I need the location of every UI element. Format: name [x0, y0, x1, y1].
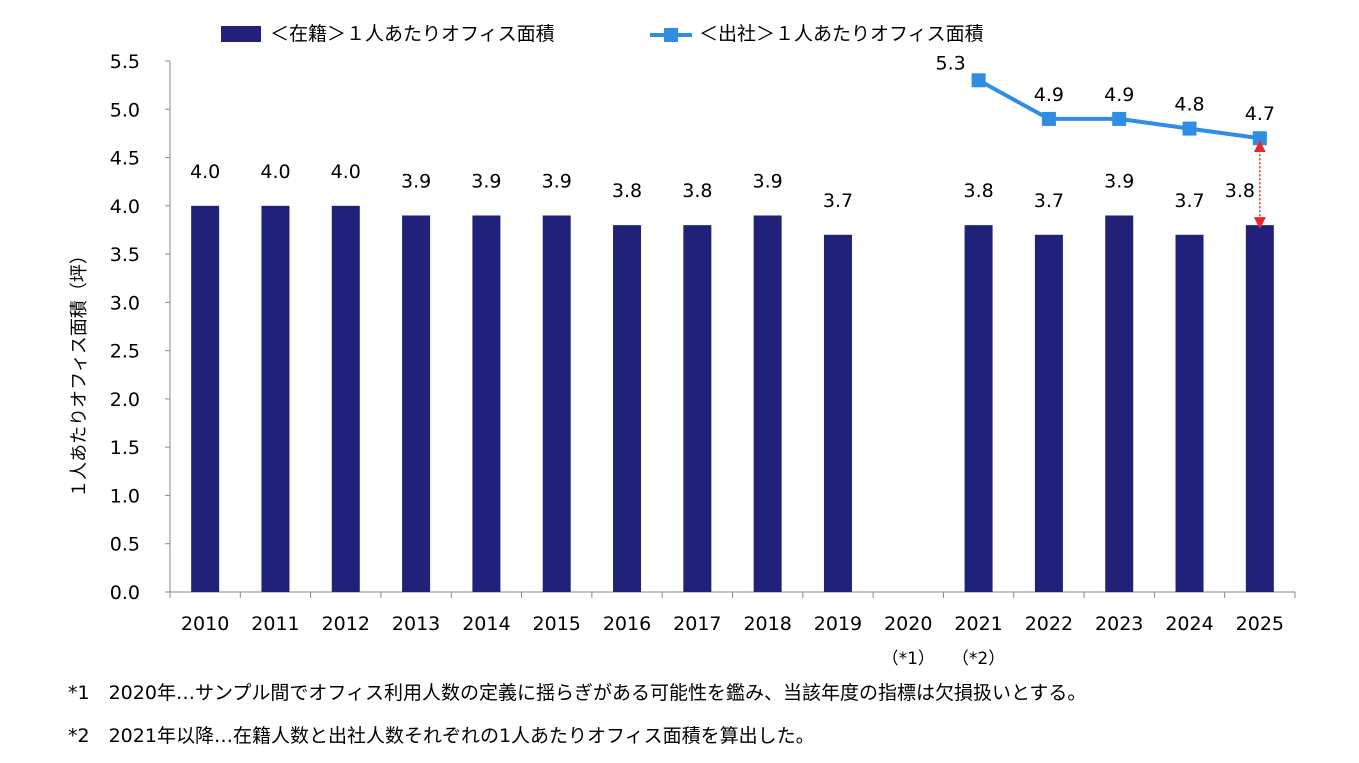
bar-2023 — [1105, 215, 1134, 593]
x-tick-label: 2018 — [743, 613, 791, 635]
line-point-2024 — [1182, 121, 1197, 136]
bar-label-2016: 3.8 — [612, 180, 642, 202]
y-tick-label: 0.5 — [110, 534, 140, 556]
footnote-2: *2 2021年以降…在籍人数と出社人数それぞれの1人あたりオフィス面積を算出し… — [68, 725, 815, 747]
bar-2013 — [402, 215, 431, 593]
bar-2014 — [472, 215, 501, 593]
x-tick-label: 2016 — [603, 613, 651, 635]
line-point-2025 — [1252, 131, 1267, 146]
bar-label-2025: 3.8 — [1225, 180, 1255, 202]
x-tick-label: 2024 — [1165, 613, 1213, 635]
x-tick-label: 2013 — [392, 613, 440, 635]
x-tick-label: 2021 — [954, 613, 1002, 635]
y-tick-label: 2.5 — [110, 341, 140, 363]
line-label-2022: 4.9 — [1034, 84, 1064, 106]
line-point-2022 — [1041, 111, 1056, 126]
x-tick-note: （*2） — [952, 649, 1005, 669]
bar-label-2023: 3.9 — [1104, 170, 1134, 192]
bar-label-2014: 3.9 — [471, 170, 501, 192]
bar-2024 — [1175, 234, 1204, 593]
bar-label-2015: 3.9 — [542, 170, 572, 192]
bar-2018 — [753, 215, 782, 593]
line-label-2021: 5.3 — [935, 52, 965, 74]
line-label-2023: 4.9 — [1104, 84, 1134, 106]
y-tick-label: 4.5 — [110, 148, 140, 170]
bar-label-2024: 3.7 — [1174, 190, 1204, 212]
x-tick-label: 2023 — [1095, 613, 1143, 635]
bar-label-2021: 3.8 — [963, 180, 993, 202]
y-tick-label: 4.0 — [110, 196, 140, 218]
bar-2011 — [261, 205, 290, 592]
x-tick-label: 2012 — [322, 613, 370, 635]
bar-label-2011: 4.0 — [260, 161, 290, 183]
bar-2022 — [1034, 234, 1063, 593]
y-tick-label: 3.0 — [110, 292, 140, 314]
y-tick-label: 0.0 — [110, 582, 140, 604]
legend-line-label: ＜出社＞１人あたりオフィス面積 — [699, 23, 984, 45]
x-tick-label: 2011 — [251, 613, 299, 635]
bar-label-2010: 4.0 — [190, 161, 220, 183]
bar-series — [191, 205, 1274, 593]
footnote-1: *1 2020年…サンプル間でオフィス利用人数の定義に揺らぎがある可能性を鑑み、… — [68, 682, 1087, 704]
y-tick-label: 5.5 — [110, 51, 140, 73]
bar-2010 — [191, 205, 220, 592]
x-tick-label: 2020 — [884, 613, 932, 635]
line-label-2025: 4.7 — [1245, 103, 1275, 125]
bar-2012 — [331, 205, 360, 592]
line-label-2024: 4.8 — [1174, 94, 1204, 116]
legend: ＜在籍＞１人あたりオフィス面積 ＜出社＞１人あたりオフィス面積 — [221, 23, 984, 45]
x-tick-label: 2014 — [462, 613, 510, 635]
line-point-2023 — [1112, 111, 1127, 126]
bar-2025 — [1245, 225, 1274, 593]
y-axis-label: １人あたりオフィス面積（坪） — [69, 246, 90, 498]
data-labels: 4.0 4.0 4.0 3.9 3.9 3.9 3.8 3.8 3.9 3.7 3.8 3.7 3.9 3… — [190, 52, 1275, 211]
y-tick-label: 3.5 — [110, 244, 140, 266]
bar-2017 — [683, 225, 712, 593]
legend-bar-label: ＜在籍＞１人あたりオフィス面積 — [270, 23, 555, 45]
y-tick-label: 1.5 — [110, 437, 140, 459]
bar-2021 — [964, 225, 993, 593]
x-ticks: 2010 2011 2012 2013 2014 2015 2016 2017 2018 2019… — [169, 592, 1296, 669]
x-tick-label: 2010 — [181, 613, 229, 635]
bar-2019 — [823, 234, 852, 593]
bar-label-2013: 3.9 — [401, 170, 431, 192]
y-tick-label: 5.0 — [110, 99, 140, 121]
x-tick-label: 2025 — [1236, 613, 1284, 635]
bar-label-2017: 3.8 — [682, 180, 712, 202]
y-tick-label: 1.0 — [110, 485, 140, 507]
y-ticks: 0.0 0.5 1.0 1.5 2.0 2.5 3.0 3.5 4.0 4.5 5.0 5.5 — [110, 51, 170, 604]
bar-label-2019: 3.7 — [823, 190, 853, 212]
bar-2016 — [613, 225, 642, 593]
x-tick-note: （*1） — [882, 649, 935, 669]
bar-label-2012: 4.0 — [331, 161, 361, 183]
x-tick-label: 2019 — [814, 613, 862, 635]
line-point-2021 — [971, 73, 986, 88]
x-tick-label: 2022 — [1025, 613, 1073, 635]
legend-line-marker — [664, 28, 678, 42]
bar-2015 — [542, 215, 571, 593]
bar-label-2022: 3.7 — [1034, 190, 1064, 212]
legend-bar-swatch — [221, 26, 261, 42]
x-tick-label: 2017 — [673, 613, 721, 635]
x-tick-label: 2015 — [533, 613, 581, 635]
bar-label-2018: 3.9 — [753, 170, 783, 192]
y-tick-label: 2.0 — [110, 389, 140, 411]
